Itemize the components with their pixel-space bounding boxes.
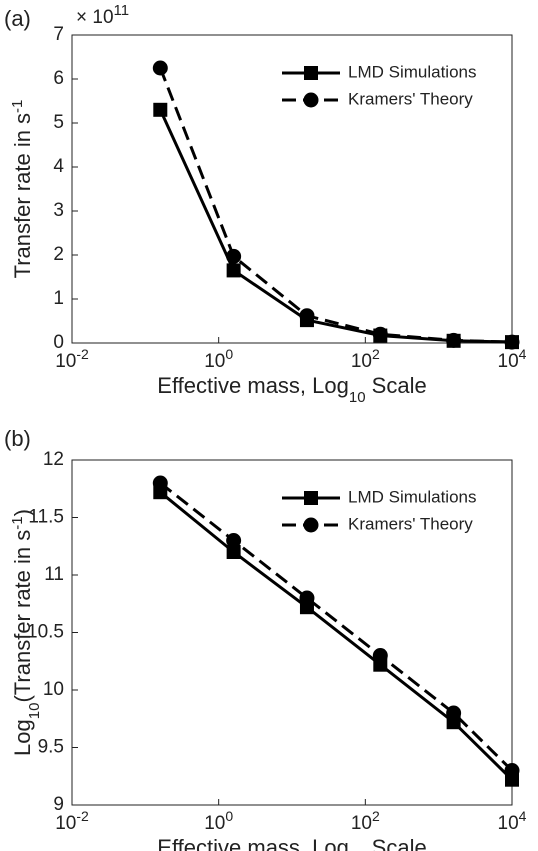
tick-base: 10	[498, 351, 519, 372]
y-tick-label: 10.5	[27, 622, 64, 643]
label-part: Scale	[366, 373, 427, 398]
tick-exponent: 2	[372, 346, 380, 362]
x-tick-label: 100	[204, 808, 233, 834]
x-axis-label: Effective mass, Log10 Scale	[157, 373, 426, 406]
x-tick-label: 10-2	[55, 346, 89, 372]
data-point	[299, 308, 315, 324]
series-line	[159, 491, 514, 781]
x-tick-label: 104	[498, 808, 527, 834]
tick-base: 10	[55, 813, 76, 834]
label-part: 10	[349, 389, 366, 406]
plot-frame	[71, 34, 513, 344]
label-part: Transfer rate in s	[10, 113, 35, 278]
y-multiplier: × 1011	[76, 2, 129, 29]
data-point	[152, 60, 168, 76]
label-part: Log	[10, 719, 35, 756]
x-tick-label: 102	[351, 808, 380, 834]
legend-label: LMD Simulations	[348, 487, 477, 506]
data-point	[372, 326, 388, 342]
legend-marker	[303, 92, 319, 108]
tick-exponent: -2	[76, 346, 89, 362]
tick-exponent: 0	[225, 346, 233, 362]
data-point	[226, 248, 242, 264]
data-point	[226, 533, 242, 548]
label-part: )	[10, 509, 35, 516]
y-axis-label: Transfer rate in s-1	[9, 100, 36, 279]
y-tick-label: 0	[53, 332, 64, 353]
tick-base: 10	[55, 351, 76, 372]
label-part: 11	[114, 2, 130, 19]
legend-label: Kramers' Theory	[348, 89, 473, 108]
y-tick-label: 6	[53, 68, 64, 89]
x-tick-label: 104	[498, 346, 527, 372]
y-tick-label: 7	[53, 24, 64, 45]
tick-base: 10	[351, 813, 372, 834]
data-point	[226, 545, 241, 559]
data-point	[153, 102, 168, 117]
legend-marker	[304, 491, 318, 505]
y-tick-label: 4	[53, 156, 64, 177]
tick-base: 10	[204, 351, 225, 372]
panel-label: (b)	[4, 426, 31, 451]
label-part: -1	[9, 100, 26, 113]
legend-marker	[304, 66, 318, 80]
data-point	[299, 590, 315, 606]
y-tick-label: 5	[53, 112, 64, 133]
y-tick-label: 3	[53, 200, 64, 221]
tick-exponent: -2	[76, 808, 89, 824]
data-point	[504, 763, 520, 778]
series-line	[158, 67, 513, 344]
data-point	[372, 648, 388, 663]
x-axis-label: Effective mass, Log10 Scale	[157, 835, 426, 851]
tick-exponent: 0	[225, 808, 233, 824]
tick-exponent: 2	[372, 808, 380, 824]
series-line	[159, 481, 514, 772]
data-point	[226, 263, 241, 278]
label-part: Effective mass, Log	[157, 835, 349, 851]
data-point	[152, 475, 168, 491]
y-axis-label: Log10(Transfer rate in s-1)	[9, 509, 43, 756]
tick-base: 10	[498, 813, 519, 834]
data-point	[446, 332, 462, 348]
series-line	[158, 109, 513, 344]
plot-frame	[71, 459, 513, 806]
x-tick-label: 10-2	[55, 808, 89, 834]
label-part: Effective mass, Log	[157, 373, 349, 398]
y-tick-label: 9	[53, 794, 64, 815]
data-point	[504, 334, 520, 350]
data-point	[446, 705, 462, 721]
y-tick-label: 2	[53, 244, 64, 265]
legend-marker	[303, 517, 319, 533]
label-part: (Transfer rate in s	[10, 530, 35, 703]
y-tick-label: 11.5	[28, 507, 64, 528]
y-tick-label: 12	[43, 449, 64, 470]
x-tick-label: 100	[204, 346, 233, 372]
label-part: 10	[26, 703, 43, 720]
legend-label: Kramers' Theory	[348, 514, 473, 533]
label-part: -1	[9, 516, 26, 529]
label-part: Scale	[366, 835, 427, 851]
tick-exponent: 4	[519, 808, 527, 824]
panel-label: (a)	[4, 6, 31, 31]
tick-exponent: 4	[519, 346, 527, 362]
tick-base: 10	[204, 813, 225, 834]
y-tick-label: 11	[44, 564, 64, 585]
y-tick-label: 1	[53, 288, 64, 309]
y-tick-label: 10	[43, 679, 64, 700]
y-tick-label: 9.5	[38, 737, 64, 758]
legend-label: LMD Simulations	[348, 62, 477, 81]
label-part: × 10	[76, 7, 114, 28]
tick-base: 10	[351, 351, 372, 372]
x-tick-label: 102	[351, 346, 380, 372]
